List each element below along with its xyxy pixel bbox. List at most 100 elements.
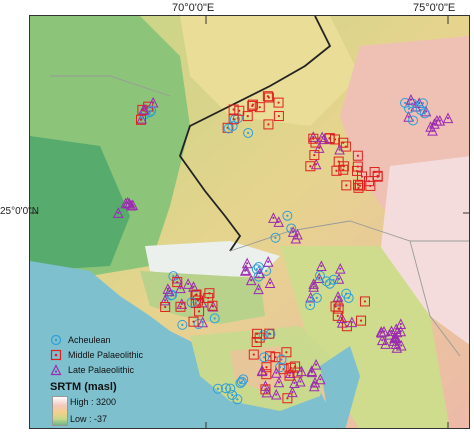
site-dot xyxy=(242,378,245,381)
late-palaeolithic-site-icon xyxy=(425,121,436,132)
late-palaeolithic-site-icon xyxy=(346,316,358,328)
site-dot xyxy=(216,387,220,390)
elevation-low: Low : -37 xyxy=(70,414,108,424)
site-dot xyxy=(275,371,278,374)
indus-lowland xyxy=(30,136,130,271)
site-dot xyxy=(381,339,384,342)
site-dot xyxy=(446,116,450,120)
site-dot xyxy=(334,305,337,308)
late-palaeolithic-site-icon xyxy=(310,358,322,370)
legend-middle: Middle Palaeolithic xyxy=(50,348,143,362)
site-dot xyxy=(152,101,155,104)
site-dot xyxy=(342,165,345,168)
late-palaeolithic-site-icon xyxy=(176,298,188,309)
late-palaeolithic-site-icon xyxy=(333,295,345,307)
site-dot xyxy=(357,186,360,189)
site-dot xyxy=(250,279,253,282)
site-dot xyxy=(255,340,258,344)
middle-palaeolithic-site-icon xyxy=(282,393,293,404)
middle-palaeolithic-site-icon xyxy=(265,351,276,362)
site-dot xyxy=(350,321,354,324)
site-dot xyxy=(337,307,340,310)
site-dot xyxy=(227,127,230,130)
site-dot xyxy=(172,275,175,278)
site-dot xyxy=(345,292,348,295)
middle-palaeolithic-site-icon xyxy=(252,328,263,339)
site-dot xyxy=(315,163,318,166)
late-palaeolithic-site-icon xyxy=(268,212,279,223)
late-palaeolithic-site-icon xyxy=(308,380,320,392)
late-palaeolithic-site-icon xyxy=(284,367,296,379)
late-palaeolithic-site-icon xyxy=(380,338,391,349)
site-dot xyxy=(265,366,268,369)
late-palaeolithic-site-icon xyxy=(391,342,403,353)
acheulean-site-icon xyxy=(193,319,204,330)
site-dot xyxy=(238,109,241,112)
late-palaeolithic-site-icon xyxy=(273,216,285,227)
site-dot xyxy=(179,305,182,308)
site-dot xyxy=(313,154,316,157)
site-dot xyxy=(388,333,391,336)
site-dot xyxy=(384,342,387,345)
site-dot xyxy=(142,108,145,111)
middle-palaeolithic-site-icon xyxy=(273,97,284,108)
acheulean-site-icon xyxy=(238,374,249,385)
site-dot xyxy=(196,299,200,302)
middle-palaeolithic-site-icon xyxy=(332,310,343,321)
acheulean-site-icon xyxy=(328,274,339,285)
late-palaeolithic-site-icon xyxy=(376,334,388,346)
middle-palaeolithic-site-icon xyxy=(281,347,292,358)
late-palaeolithic-site-icon xyxy=(295,375,306,387)
middle-palaeolithic-site-icon xyxy=(341,180,352,191)
late-palaeolithic-site-icon xyxy=(296,365,307,377)
site-dot xyxy=(312,285,315,288)
site-dot xyxy=(267,260,270,263)
site-dot xyxy=(280,358,283,361)
late-palaeolithic-site-icon xyxy=(253,283,264,295)
site-dot xyxy=(277,101,280,104)
late-palaeolithic-site-icon xyxy=(333,273,345,284)
acheulean-site-icon xyxy=(258,330,269,341)
site-dot xyxy=(286,214,289,217)
middle-palaeolithic-site-icon xyxy=(308,133,319,144)
site-dot xyxy=(359,319,363,322)
middle-palaeolithic-site-icon xyxy=(242,111,253,122)
site-dot xyxy=(257,288,260,291)
middle-palaeolithic-site-icon xyxy=(228,104,239,115)
site-dot xyxy=(274,236,277,239)
site-dot xyxy=(285,351,288,354)
site-dot xyxy=(313,381,317,384)
terrain-map xyxy=(30,16,469,428)
acheulean-site-icon xyxy=(311,292,322,303)
acheulean-site-icon xyxy=(276,354,287,365)
late-palaeolithic-site-icon xyxy=(188,281,199,292)
late-palaeolithic-site-icon xyxy=(334,143,345,155)
site-dot xyxy=(274,356,277,359)
middle-palaeolithic-site-icon xyxy=(333,303,344,314)
site-dot xyxy=(180,302,183,305)
site-dot xyxy=(339,267,342,270)
late-palaeolithic-icon xyxy=(50,364,62,376)
site-dot xyxy=(315,296,318,299)
middle-palaeolithic-site-icon xyxy=(352,179,363,190)
elevation-high: High : 3200 xyxy=(70,397,117,407)
late-palaeolithic-site-icon xyxy=(305,291,316,303)
middle-palaeolithic-site-icon xyxy=(188,316,199,327)
late-palaeolithic-site-icon xyxy=(383,328,395,340)
gujarat-plain xyxy=(280,246,450,428)
late-palaeolithic-site-icon xyxy=(390,323,402,335)
site-dot xyxy=(433,122,436,125)
middle-palaeolithic-site-icon xyxy=(204,288,215,299)
site-dot xyxy=(267,96,270,99)
site-dot xyxy=(265,391,268,394)
acheulean-icon xyxy=(50,334,62,346)
site-dot xyxy=(255,268,258,271)
middle-palaeolithic-site-icon xyxy=(191,289,202,300)
late-palaeolithic-site-icon xyxy=(316,131,328,143)
middle-palaeolithic-site-icon xyxy=(309,150,320,161)
middle-palaeolithic-site-icon xyxy=(359,296,370,307)
site-dot xyxy=(286,397,289,400)
middle-palaeolithic-site-icon xyxy=(338,137,349,148)
site-dot xyxy=(396,331,399,334)
site-dot xyxy=(355,169,359,173)
